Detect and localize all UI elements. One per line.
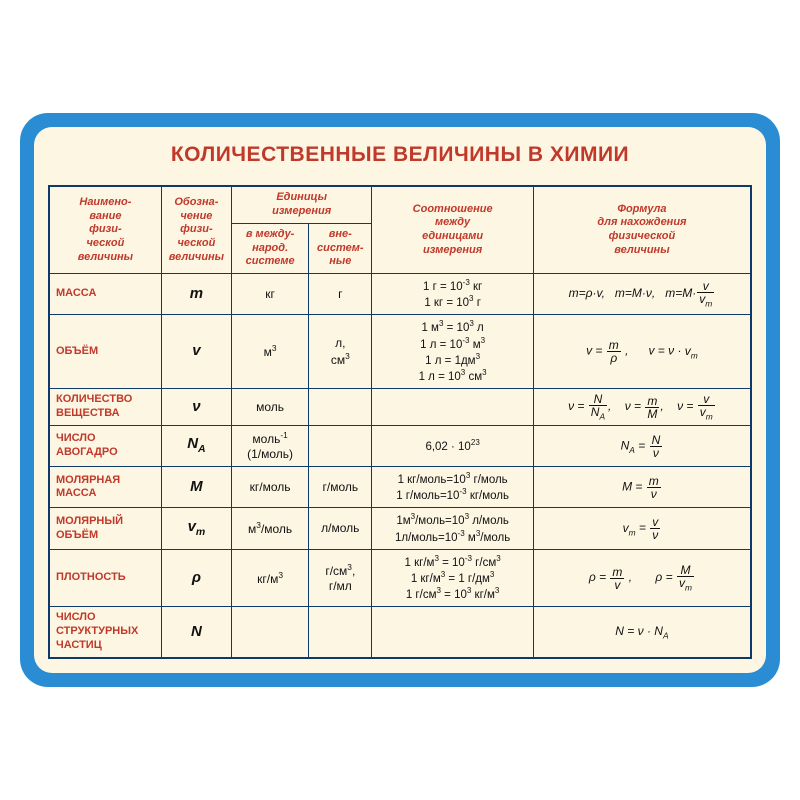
table-row: ОБЪЁМvм3л,см31 м3 = 103 л1 л = 10-3 м31 … [49,315,751,389]
cell-name: КОЛИЧЕСТВО ВЕЩЕСТВА [49,389,161,426]
cell-unit-si [232,607,309,658]
table-row: КОЛИЧЕСТВО ВЕЩЕСТВАνмоль ν = NNA, ν = mM,… [49,389,751,426]
cell-formula: ρ = mv , ρ = Mvm [533,549,751,607]
cell-unit-nonsi [309,389,372,426]
header-formula: Формуладля нахожденияфизическойвеличины [533,186,751,273]
table-row: МОЛЯРНАЯ МАССАMкг/мольг/моль1 кг/моль=10… [49,467,751,508]
cell-unit-si: кг/моль [232,467,309,508]
cell-symbol: ν [161,389,231,426]
cell-formula: N = ν · NA [533,607,751,658]
header-units-si: в между-народ.системе [232,223,309,273]
cell-unit-si: моль [232,389,309,426]
cell-name: ЧИСЛО СТРУКТУРНЫХ ЧАСТИЦ [49,607,161,658]
header-symbol: Обозна-чениефизи-ческойвеличины [161,186,231,273]
cell-unit-nonsi: г/моль [309,467,372,508]
cell-unit-si: м3 [232,315,309,389]
cell-unit-nonsi: г [309,274,372,315]
cell-unit-si: моль-1(1/моль) [232,426,309,467]
cell-name: ПЛОТНОСТЬ [49,549,161,607]
poster-inner: КОЛИЧЕСТВЕННЫЕ ВЕЛИЧИНЫ В ХИМИИ Наимено-… [34,127,766,672]
cell-symbol: vm [161,508,231,549]
cell-relation: 1 г = 10-3 кг1 кг = 103 г [372,274,533,315]
header-name: Наимено-ваниефизи-ческойвеличины [49,186,161,273]
table-row: МОЛЯРНЫЙ ОБЪЁМvmм3/мольл/моль1м3/моль=10… [49,508,751,549]
header-units-group: Единицыизмерения [232,186,372,223]
cell-symbol: m [161,274,231,315]
cell-relation: 1м3/моль=103 л/моль1л/моль=10-3 м3/моль [372,508,533,549]
cell-unit-si: м3/моль [232,508,309,549]
cell-symbol: v [161,315,231,389]
title-pill: КОЛИЧЕСТВЕННЫЕ ВЕЛИЧИНЫ В ХИМИИ [48,135,752,175]
cell-unit-si: кг [232,274,309,315]
header-relation: Соотношениемеждуединицамиизмерения [372,186,533,273]
cell-name: МАССА [49,274,161,315]
cell-name: МОЛЯРНЫЙ ОБЪЁМ [49,508,161,549]
cell-formula: vm = vν [533,508,751,549]
table-row: ЧИСЛО СТРУКТУРНЫХ ЧАСТИЦN N = ν · NA [49,607,751,658]
cell-symbol: M [161,467,231,508]
cell-formula: NA = Nν [533,426,751,467]
cell-name: ЧИСЛО АВОГАДРО [49,426,161,467]
cell-name: ОБЪЁМ [49,315,161,389]
cell-relation: 1 кг/моль=103 г/моль1 г/моль=10-3 кг/мол… [372,467,533,508]
header-units-nonsi: вне-систем-ные [309,223,372,273]
poster-title: КОЛИЧЕСТВЕННЫЕ ВЕЛИЧИНЫ В ХИМИИ [68,143,732,167]
cell-relation [372,607,533,658]
table-row: МАССАmкгг1 г = 10-3 кг1 кг = 103 гm=ρ·v,… [49,274,751,315]
cell-unit-nonsi: л/моль [309,508,372,549]
cell-relation [372,389,533,426]
quantities-table: Наимено-ваниефизи-ческойвеличины Обозна-… [48,185,752,658]
cell-formula: M = mν [533,467,751,508]
cell-unit-si: кг/м3 [232,549,309,607]
poster-frame: КОЛИЧЕСТВЕННЫЕ ВЕЛИЧИНЫ В ХИМИИ Наимено-… [20,113,780,686]
cell-symbol: ρ [161,549,231,607]
table-row: ЧИСЛО АВОГАДРОNAмоль-1(1/моль) 6,02 · 102… [49,426,751,467]
cell-name: МОЛЯРНАЯ МАССА [49,467,161,508]
cell-relation: 1 кг/м3 = 10-3 г/см31 кг/м3 = 1 г/дм31 г… [372,549,533,607]
table-head: Наимено-ваниефизи-ческойвеличины Обозна-… [49,186,751,273]
cell-relation: 6,02 · 1023 [372,426,533,467]
cell-unit-nonsi [309,426,372,467]
cell-formula: v = mρ ,v = ν · vm [533,315,751,389]
cell-unit-nonsi: г/см3,г/мл [309,549,372,607]
cell-symbol: NA [161,426,231,467]
cell-unit-nonsi: л,см3 [309,315,372,389]
table-row: ПЛОТНОСТЬρкг/м3г/см3,г/мл1 кг/м3 = 10-3 … [49,549,751,607]
cell-relation: 1 м3 = 103 л1 л = 10-3 м31 л = 1дм31 л =… [372,315,533,389]
cell-symbol: N [161,607,231,658]
cell-formula: ν = NNA, ν = mM, ν = vvm [533,389,751,426]
cell-unit-nonsi [309,607,372,658]
cell-formula: m=ρ·v,m=M·ν,m=M·vvm [533,274,751,315]
table-body: МАССАmкгг1 г = 10-3 кг1 кг = 103 гm=ρ·v,… [49,274,751,658]
